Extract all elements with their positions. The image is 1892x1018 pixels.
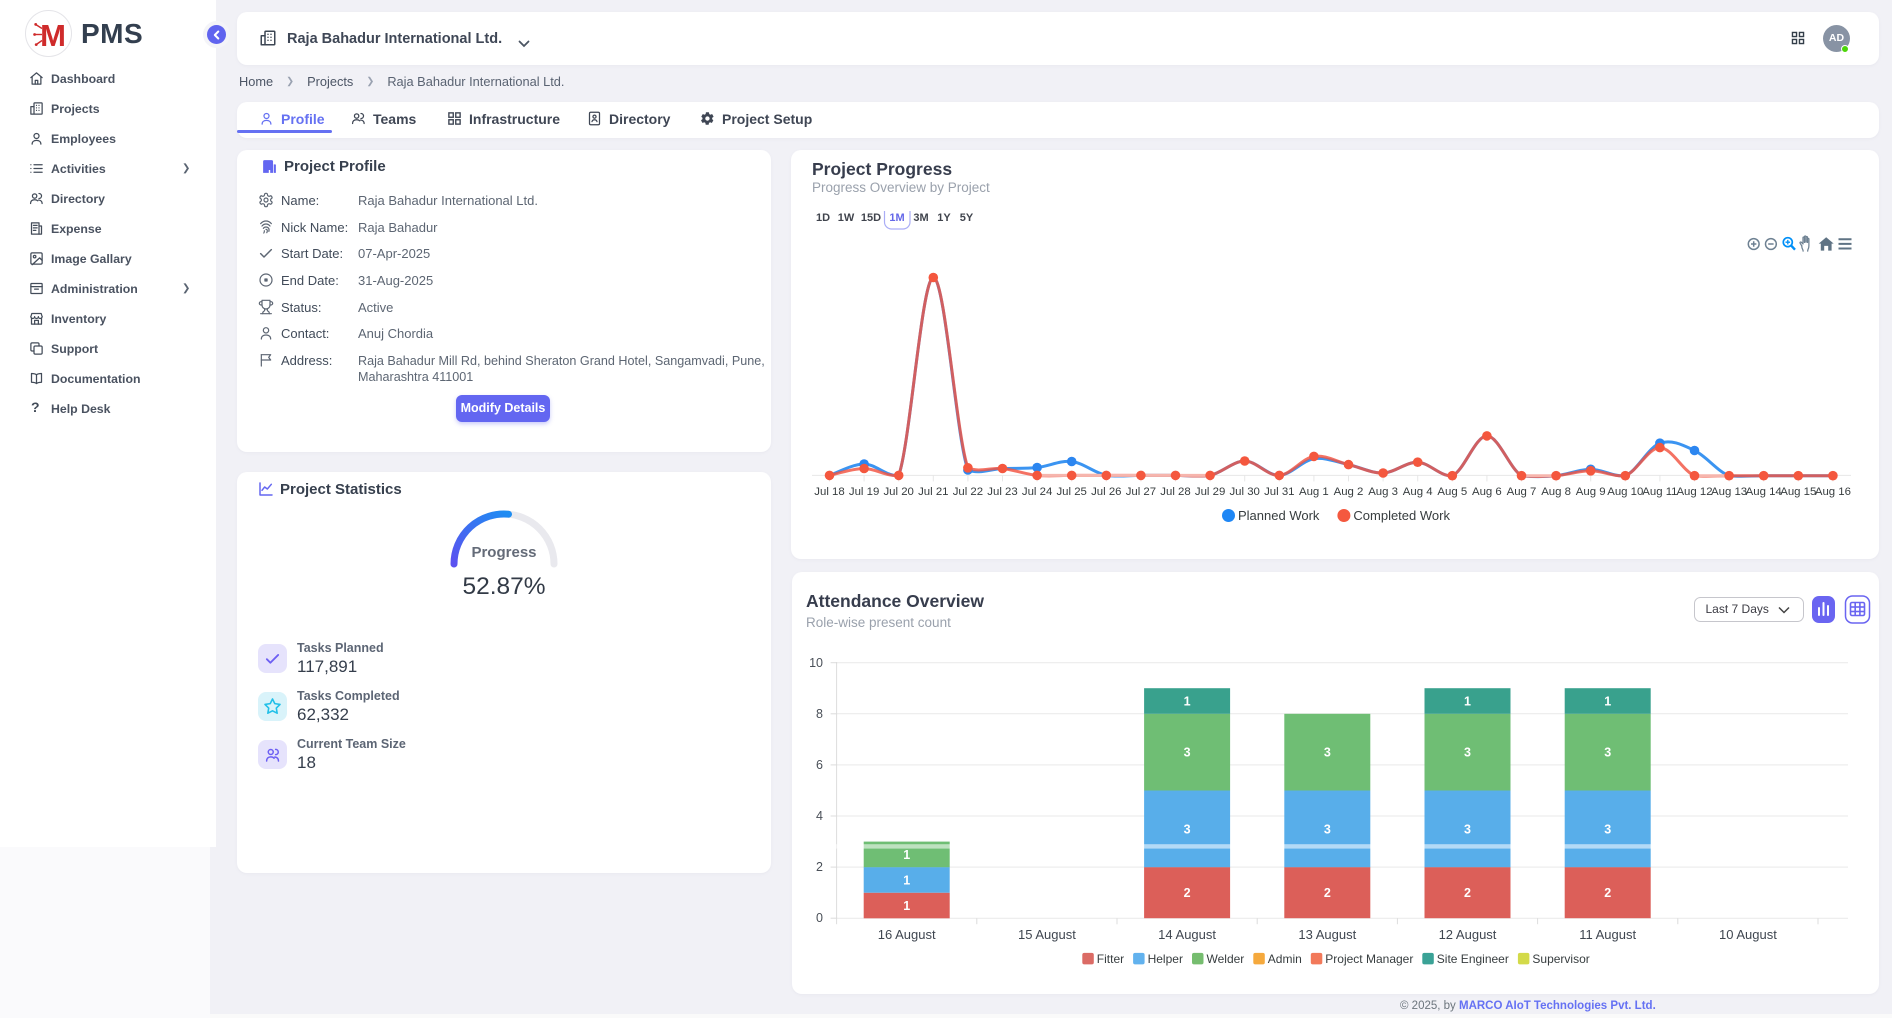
svg-text:Aug 10: Aug 10 [1607, 486, 1643, 498]
svg-text:1: 1 [1604, 695, 1611, 709]
svg-text:Aug 14: Aug 14 [1746, 486, 1782, 498]
svg-text:1D: 1D [816, 212, 830, 224]
svg-text:10 August: 10 August [1719, 927, 1777, 942]
svg-text:Supervisor: Supervisor [1532, 952, 1589, 966]
svg-text:Jul 18: Jul 18 [814, 486, 844, 498]
svg-text:Site Engineer: Site Engineer [1437, 952, 1509, 966]
svg-text:15 August: 15 August [1018, 927, 1076, 942]
svg-text:14 August: 14 August [1158, 927, 1216, 942]
svg-text:4: 4 [816, 809, 823, 823]
svg-text:Fitter: Fitter [1097, 952, 1124, 966]
svg-text:Project Progress: Project Progress [812, 159, 952, 179]
svg-text:15D: 15D [861, 212, 881, 224]
svg-text:Jul 20: Jul 20 [883, 486, 913, 498]
svg-text:Jul 25: Jul 25 [1056, 486, 1086, 498]
svg-text:6: 6 [816, 758, 823, 772]
svg-text:Aug 15: Aug 15 [1780, 486, 1816, 498]
svg-text:Aug 8: Aug 8 [1541, 486, 1571, 498]
svg-text:3: 3 [1184, 746, 1191, 760]
svg-text:Role-wise present count: Role-wise present count [806, 615, 951, 630]
svg-text:2: 2 [1604, 886, 1611, 900]
svg-text:3: 3 [1604, 822, 1611, 836]
svg-text:1Y: 1Y [937, 212, 951, 224]
svg-text:Aug 11: Aug 11 [1642, 486, 1677, 498]
svg-text:2: 2 [1324, 886, 1331, 900]
svg-text:Aug 12: Aug 12 [1676, 486, 1712, 498]
svg-text:Jul 22: Jul 22 [953, 486, 983, 498]
svg-text:Attendance Overview: Attendance Overview [806, 591, 984, 611]
svg-text:Aug 1: Aug 1 [1299, 486, 1329, 498]
svg-text:Jul 27: Jul 27 [1126, 486, 1156, 498]
svg-text:1W: 1W [838, 212, 855, 224]
svg-text:1: 1 [903, 848, 910, 862]
svg-text:Jul 19: Jul 19 [849, 486, 879, 498]
svg-text:Aug 16: Aug 16 [1815, 486, 1851, 498]
svg-text:Welder: Welder [1207, 952, 1245, 966]
svg-text:3: 3 [1464, 746, 1471, 760]
svg-text:Jul 31: Jul 31 [1264, 486, 1294, 498]
svg-text:12 August: 12 August [1439, 927, 1497, 942]
svg-text:3: 3 [1184, 822, 1191, 836]
svg-text:3: 3 [1604, 746, 1611, 760]
svg-text:0: 0 [816, 911, 823, 925]
svg-text:3: 3 [1324, 822, 1331, 836]
svg-text:Jul 23: Jul 23 [987, 486, 1017, 498]
svg-text:Aug 6: Aug 6 [1472, 486, 1502, 498]
svg-text:2: 2 [1184, 886, 1191, 900]
svg-text:Jul 26: Jul 26 [1091, 486, 1121, 498]
svg-text:Project Manager: Project Manager [1325, 952, 1413, 966]
svg-text:Aug 7: Aug 7 [1507, 486, 1537, 498]
svg-text:Aug 2: Aug 2 [1334, 486, 1364, 498]
svg-text:Jul 29: Jul 29 [1195, 486, 1225, 498]
svg-text:3M: 3M [913, 212, 928, 224]
svg-text:1: 1 [903, 899, 910, 913]
svg-text:8: 8 [816, 707, 823, 721]
svg-text:10: 10 [809, 656, 823, 670]
svg-text:Jul 28: Jul 28 [1160, 486, 1190, 498]
svg-text:Jul 21: Jul 21 [918, 486, 948, 498]
svg-text:Last 7 Days: Last 7 Days [1706, 602, 1769, 616]
svg-text:3: 3 [1464, 822, 1471, 836]
svg-text:M: M [40, 18, 66, 53]
svg-text:Aug 5: Aug 5 [1437, 486, 1467, 498]
svg-text:1: 1 [1464, 695, 1471, 709]
svg-text:13 August: 13 August [1298, 927, 1356, 942]
svg-text:Aug 3: Aug 3 [1368, 486, 1398, 498]
svg-text:11 August: 11 August [1579, 927, 1636, 942]
svg-text:Progress Overview by Project: Progress Overview by Project [812, 180, 990, 195]
svg-text:2: 2 [816, 860, 823, 874]
svg-text:Helper: Helper [1148, 952, 1183, 966]
svg-text:1M: 1M [889, 212, 904, 224]
svg-text:3: 3 [1324, 746, 1331, 760]
svg-text:2: 2 [1464, 886, 1471, 900]
svg-text:Aug 4: Aug 4 [1403, 486, 1433, 498]
svg-text:Planned Work: Planned Work [1238, 508, 1320, 523]
svg-text:Completed Work: Completed Work [1353, 508, 1450, 523]
svg-text:Jul 30: Jul 30 [1229, 486, 1259, 498]
svg-text:Jul 24: Jul 24 [1022, 486, 1052, 498]
svg-text:5Y: 5Y [960, 212, 974, 224]
svg-text:16 August: 16 August [878, 927, 936, 942]
svg-text:Aug 13: Aug 13 [1711, 486, 1747, 498]
svg-text:Admin: Admin [1268, 952, 1302, 966]
svg-text:1: 1 [1184, 695, 1191, 709]
svg-text:Aug 9: Aug 9 [1576, 486, 1606, 498]
svg-text:1: 1 [903, 873, 910, 887]
